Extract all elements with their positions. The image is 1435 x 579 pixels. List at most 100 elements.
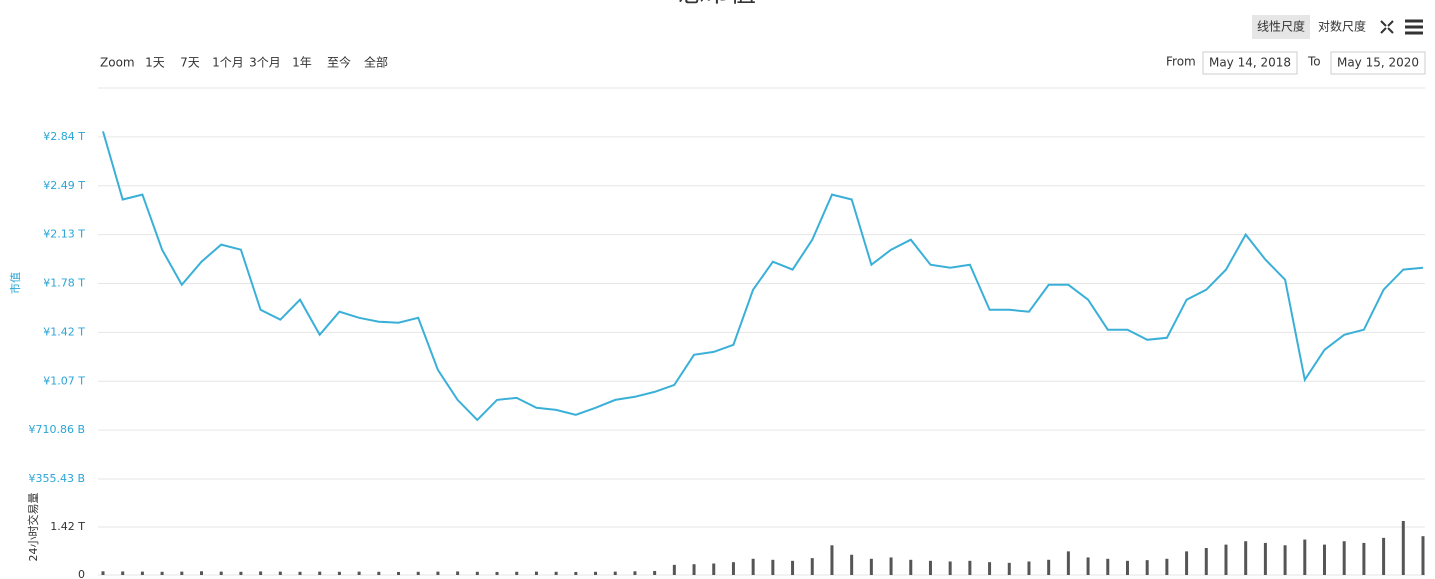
y-tick-label: 1.42 T — [50, 520, 85, 533]
from-input[interactable] — [1202, 51, 1298, 75]
y-axis-title: 市值 — [8, 272, 22, 294]
menu-icon[interactable] — [1405, 19, 1423, 35]
volume-bar — [692, 564, 696, 575]
volume-bar — [909, 559, 913, 575]
scale-log[interactable]: 对数尺度 — [1318, 19, 1366, 34]
volume-bar — [1047, 559, 1051, 575]
volume-bar — [633, 571, 637, 575]
volume-bar — [1303, 539, 1307, 575]
y2-axis-title: 24小时交易量 — [26, 493, 40, 562]
volume-bar — [475, 571, 479, 575]
volume-bar — [554, 571, 558, 575]
to-input[interactable] — [1330, 51, 1426, 75]
volume-bar — [416, 571, 420, 575]
volume-bar — [534, 571, 538, 575]
zoom-label: Zoom — [100, 56, 135, 70]
y-tick-label: ¥355.43 B — [28, 472, 85, 485]
y-tick-label: ¥710.86 B — [28, 423, 85, 436]
zoom-button[interactable]: 7天 — [180, 56, 200, 70]
volume-bar — [574, 571, 578, 575]
volume-bar — [160, 571, 164, 575]
y-tick-label: ¥2.49 T — [43, 179, 85, 192]
zoom-button[interactable]: 全部 — [364, 55, 388, 70]
volume-bar — [1145, 560, 1149, 575]
from-label: From — [1166, 55, 1196, 69]
fullscreen-icon[interactable] — [1380, 20, 1394, 34]
volume-bar — [1401, 520, 1405, 575]
volume-bar — [1007, 562, 1011, 575]
volume-bar — [1362, 542, 1366, 575]
volume-bar — [869, 558, 873, 575]
volume-bar — [200, 571, 204, 575]
volume-bar — [377, 571, 381, 575]
volume-bar — [712, 563, 716, 575]
volume-bar — [219, 571, 223, 575]
volume-bar — [456, 571, 460, 575]
zoom-button[interactable]: 1天 — [145, 56, 165, 70]
y-tick-label: ¥2.84 T — [43, 130, 85, 143]
volume-bar — [298, 571, 302, 575]
to-label: To — [1307, 55, 1321, 69]
volume-bar — [436, 571, 440, 575]
volume-bar — [751, 558, 755, 575]
volume-bar — [1263, 542, 1267, 575]
volume-bar — [1421, 536, 1425, 575]
volume-bar — [239, 571, 243, 575]
chart-title: 总市值 — [678, 0, 756, 9]
volume-bar — [278, 571, 282, 575]
volume-bar — [810, 558, 814, 575]
volume-bar — [889, 557, 893, 575]
y-tick-label: ¥2.13 T — [43, 228, 85, 241]
volume-bar — [672, 564, 676, 575]
volume-bar — [1342, 541, 1346, 575]
volume-bar — [357, 571, 361, 575]
volume-bar — [101, 571, 105, 575]
y-tick-label: ¥1.07 T — [43, 374, 85, 387]
scale-linear[interactable]: 线性尺度 — [1257, 19, 1305, 34]
zoom-button[interactable]: 1个月 — [212, 56, 244, 70]
volume-bar — [180, 571, 184, 575]
volume-bar — [791, 560, 795, 575]
volume-bar — [1244, 541, 1248, 575]
volume-bar — [653, 570, 657, 575]
volume-bar — [928, 560, 932, 575]
volume-bar — [1165, 558, 1169, 575]
volume-bar — [1086, 557, 1090, 575]
volume-bar — [948, 561, 952, 575]
volume-bar — [495, 571, 499, 575]
zoom-button[interactable]: 1年 — [292, 56, 312, 70]
volume-bar — [318, 571, 322, 575]
to-date[interactable]: May 15, 2020 — [1337, 56, 1419, 70]
volume-bar — [594, 571, 598, 575]
volume-bar — [968, 560, 972, 575]
volume-bar — [515, 571, 519, 575]
volume-bar — [1185, 551, 1189, 575]
volume-bar — [1125, 560, 1129, 575]
volume-bar — [140, 571, 144, 575]
volume-bar — [1382, 537, 1386, 575]
y-tick-label: ¥1.42 T — [43, 325, 85, 338]
zoom-button[interactable]: 至今 — [327, 55, 351, 70]
market-cap-line — [102, 131, 1424, 422]
volume-bar — [337, 571, 341, 575]
volume-bar — [850, 554, 854, 575]
volume-bar — [1204, 547, 1208, 575]
volume-bar — [613, 571, 617, 575]
y-tick-label: ¥1.78 T — [43, 277, 85, 290]
volume-bar — [1066, 551, 1070, 575]
volume-bar — [830, 545, 834, 575]
volume-bar — [731, 562, 735, 575]
volume-bar — [397, 571, 401, 575]
volume-bar — [771, 559, 775, 575]
volume-bar — [1106, 558, 1110, 575]
scale-button-active[interactable] — [1252, 15, 1310, 39]
volume-bar — [1224, 544, 1228, 575]
volume-bar — [259, 571, 263, 575]
volume-bar — [121, 571, 125, 575]
volume-bar — [1027, 561, 1031, 575]
volume-bar — [1322, 544, 1326, 575]
zoom-button[interactable]: 3个月 — [249, 56, 281, 70]
volume-bar — [988, 562, 992, 575]
from-date[interactable]: May 14, 2018 — [1209, 56, 1291, 70]
